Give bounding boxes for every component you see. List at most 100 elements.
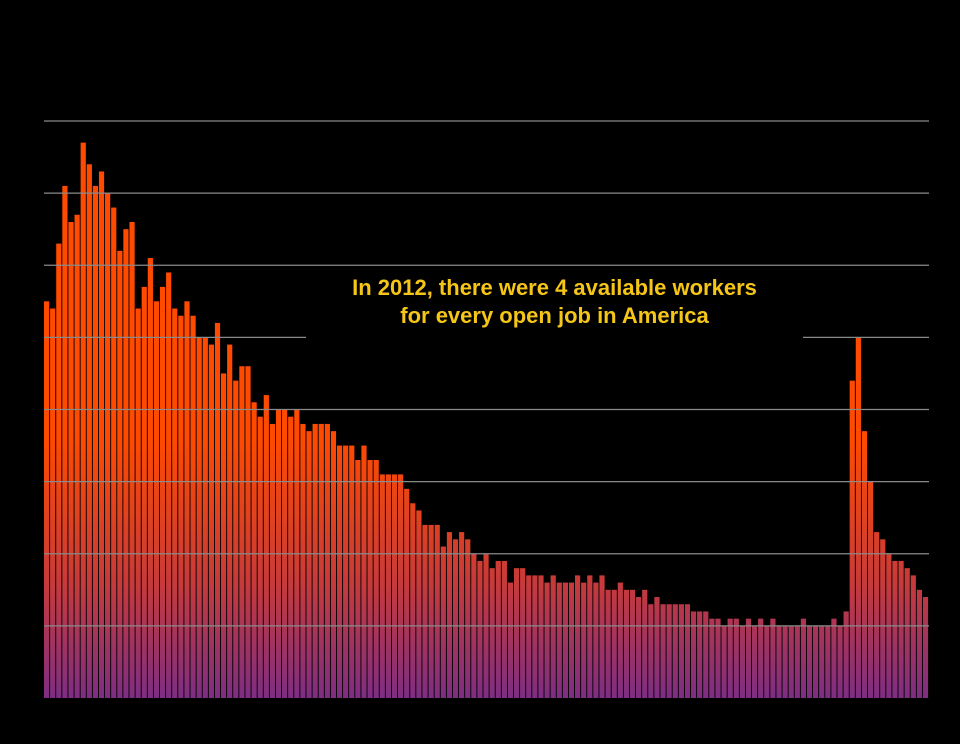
bar (80, 142, 86, 698)
bar (745, 618, 752, 698)
bar (56, 243, 62, 699)
bar (92, 185, 99, 698)
bar (819, 625, 825, 699)
bar (636, 597, 642, 698)
bar (214, 322, 221, 698)
bar (489, 568, 495, 698)
bar (715, 618, 721, 698)
bar (111, 207, 117, 699)
bar (123, 229, 129, 698)
bar (446, 532, 453, 698)
bar (532, 575, 538, 698)
bar (324, 423, 330, 698)
bar (623, 589, 630, 698)
bar (245, 366, 251, 698)
bar (105, 193, 111, 699)
bar (129, 221, 135, 699)
bar (349, 445, 355, 698)
bar (843, 611, 849, 698)
bars-group (44, 142, 929, 699)
bar (288, 416, 294, 698)
bar (86, 164, 92, 698)
bar (459, 532, 465, 698)
bar (642, 589, 648, 698)
bar (660, 604, 666, 698)
bar (617, 582, 623, 698)
bar (758, 618, 764, 698)
bar (373, 459, 379, 698)
bar (452, 539, 459, 699)
bar (831, 618, 837, 698)
bar (684, 604, 691, 698)
bar (904, 568, 910, 698)
bar (239, 366, 245, 698)
bar (147, 258, 153, 698)
bar (776, 625, 782, 699)
bar (404, 488, 410, 698)
bar (318, 423, 324, 698)
bar (513, 568, 520, 698)
bar (391, 474, 398, 698)
bar (251, 402, 257, 698)
bar (361, 445, 367, 698)
bar (526, 575, 532, 698)
bar (575, 575, 581, 698)
bar (867, 481, 874, 699)
bar (385, 474, 391, 698)
bar (434, 524, 440, 698)
bar (800, 618, 807, 698)
bar (898, 560, 904, 698)
bar (910, 575, 916, 698)
bar (501, 560, 507, 698)
bar (184, 301, 190, 698)
bar (257, 416, 263, 698)
bar (544, 582, 550, 698)
bar (178, 315, 184, 698)
bar (172, 308, 178, 698)
bar (605, 589, 611, 698)
bar (599, 575, 605, 698)
bar (581, 582, 587, 698)
bar (794, 625, 800, 699)
bar (440, 546, 446, 698)
bar (398, 474, 404, 698)
bar (477, 560, 483, 698)
bar (367, 459, 373, 698)
annotation-box: In 2012, there were 4 available workers … (306, 266, 803, 338)
bar (263, 395, 269, 698)
bar (159, 286, 166, 698)
bar (507, 582, 514, 698)
bar (62, 185, 68, 698)
bar (562, 582, 568, 698)
bar (68, 221, 74, 699)
bar (312, 423, 318, 698)
bar (538, 575, 544, 698)
bar (330, 431, 337, 698)
bar (202, 337, 208, 699)
bar (861, 431, 868, 698)
bar (611, 589, 617, 698)
bar (227, 344, 233, 698)
bar (806, 625, 813, 699)
bar (697, 611, 703, 698)
bar (153, 301, 160, 698)
bar (629, 589, 636, 698)
bar (410, 503, 416, 698)
bar (721, 625, 727, 699)
bar (666, 604, 672, 698)
bar (825, 625, 831, 699)
bar (874, 532, 880, 698)
bar (880, 539, 886, 699)
bar (117, 250, 123, 698)
bar (269, 423, 276, 698)
bar (813, 625, 819, 699)
bar (764, 625, 770, 699)
bar (782, 625, 788, 699)
bar (355, 459, 361, 698)
bar (727, 618, 733, 698)
bar (416, 510, 422, 699)
bar (520, 568, 526, 698)
bar (300, 423, 306, 698)
bar (465, 539, 471, 699)
bar (343, 445, 349, 698)
